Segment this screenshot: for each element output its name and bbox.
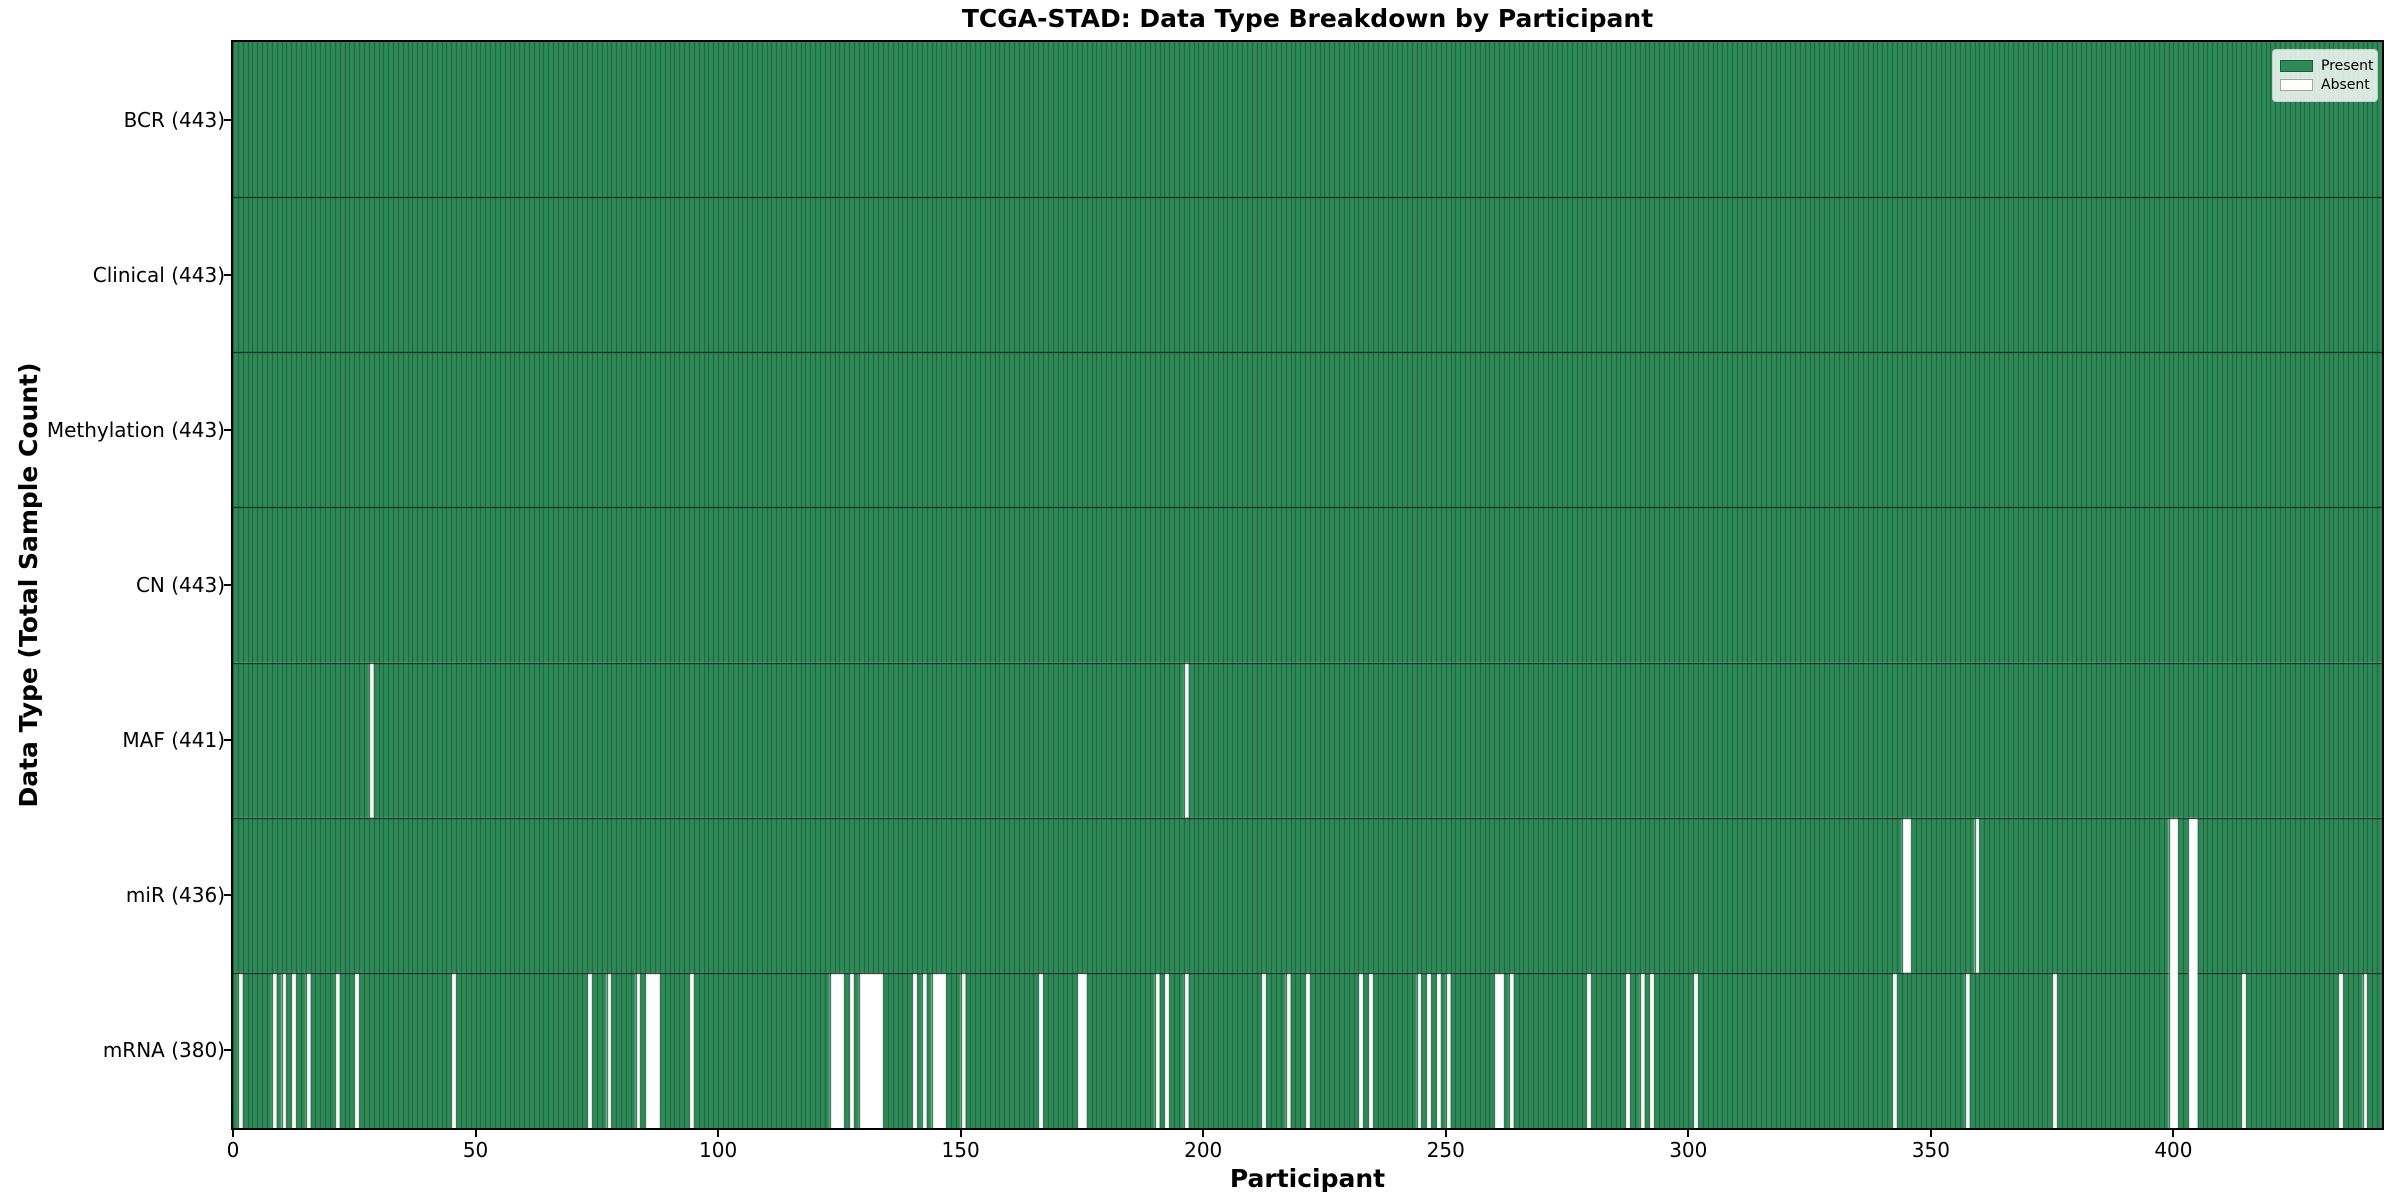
legend-swatch-absent [2280, 78, 2313, 91]
x-tick-mark [1687, 1128, 1690, 1137]
legend-swatch-present [2280, 59, 2313, 72]
plot-area [231, 40, 2384, 1130]
y-tick-mark [224, 428, 233, 431]
y-tick-mark [224, 273, 233, 276]
x-tick-label: 400 [2154, 1138, 2193, 1162]
x-tick-label: 0 [226, 1138, 240, 1162]
heatmap-canvas [233, 42, 2382, 1128]
x-tick-mark [474, 1128, 477, 1137]
legend-item-present: Present [2280, 56, 2374, 75]
x-tick-label: 100 [699, 1138, 738, 1162]
y-tick-mark [224, 118, 233, 121]
y-tick-label: mRNA (380) [102, 1038, 225, 1063]
x-tick-label: 200 [1184, 1138, 1223, 1162]
x-tick-mark [232, 1128, 234, 1137]
y-tick-label: MAF (441) [122, 728, 225, 753]
legend-item-absent: Absent [2280, 75, 2370, 94]
x-tick-label: 350 [1911, 1138, 1950, 1162]
y-tick-mark [224, 739, 233, 742]
x-tick-mark [1202, 1128, 1205, 1137]
y-tick-label: Clinical (443) [92, 262, 225, 287]
legend-label-present: Present [2321, 57, 2374, 74]
x-tick-label: 300 [1669, 1138, 1708, 1162]
y-axis-label: Data Type (Total Sample Count) [14, 362, 43, 808]
y-tick-mark [224, 584, 233, 586]
x-tick-mark [959, 1128, 962, 1137]
x-tick-mark [1444, 1128, 1447, 1137]
y-tick-label: Methylation (443) [46, 417, 225, 442]
x-tick-mark [2172, 1128, 2175, 1137]
x-tick-label: 50 [462, 1138, 489, 1162]
x-axis-label: Participant [1229, 1164, 1386, 1193]
y-tick-label: BCR (443) [123, 107, 225, 132]
y-tick-label: miR (436) [125, 883, 225, 908]
y-tick-mark [224, 894, 233, 897]
x-tick-mark [1929, 1128, 1932, 1137]
x-tick-label: 150 [941, 1138, 980, 1162]
x-tick-label: 250 [1426, 1138, 1465, 1162]
y-tick-label: CN (443) [135, 573, 225, 597]
chart-title: TCGA-STAD: Data Type Breakdown by Partic… [961, 4, 1654, 33]
legend-label-absent: Absent [2321, 76, 2370, 93]
x-tick-mark [717, 1128, 720, 1137]
y-tick-mark [224, 1049, 233, 1052]
legend: Present Absent [2272, 49, 2378, 102]
